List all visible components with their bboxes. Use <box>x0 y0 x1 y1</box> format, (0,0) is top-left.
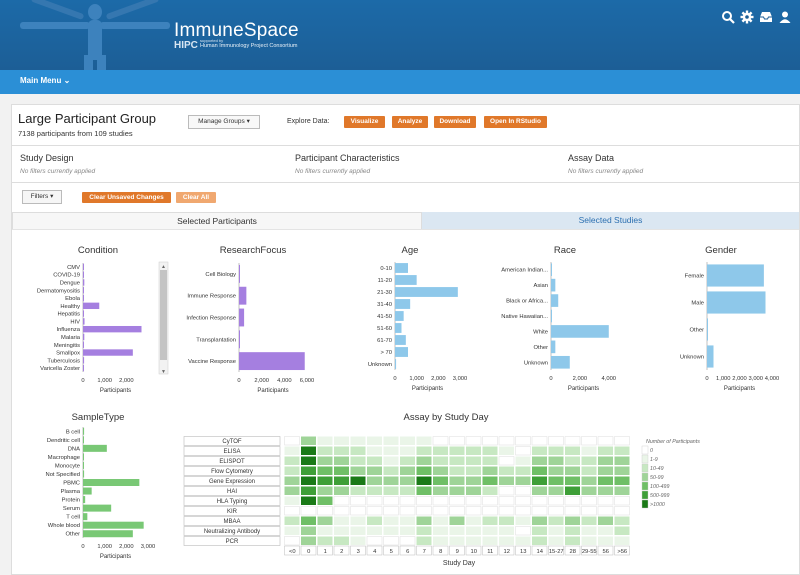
brand-title: ImmuneSpace <box>174 20 299 41</box>
participant-characteristics-status: No filters currently applied <box>295 168 371 175</box>
app-header: ImmuneSpace HIPC supported by Human Immu… <box>0 0 800 70</box>
caret-down-icon: ▾ <box>246 118 250 125</box>
clear-all-button[interactable]: Clear All <box>176 192 216 203</box>
manage-groups-label: Manage Groups <box>198 118 245 125</box>
caret-down-icon: ▾ <box>50 193 54 200</box>
main-menu-button[interactable]: Main Menu ⌄ <box>20 76 70 85</box>
group-count: 7138 participants from 109 studies <box>18 129 133 138</box>
user-icon[interactable] <box>778 10 792 24</box>
search-icon[interactable] <box>721 10 735 24</box>
filters-label: Filters <box>30 193 49 200</box>
tab-selected-studies[interactable]: Selected Studies <box>422 212 799 229</box>
inbox-icon[interactable] <box>759 10 773 24</box>
filters-button[interactable]: Filters ▾ <box>22 190 62 204</box>
clear-unsaved-changes-button[interactable]: Clear Unsaved Changes <box>82 192 171 203</box>
main-menu-label: Main Menu <box>20 76 62 85</box>
study-design-status: No filters currently applied <box>20 168 96 175</box>
visualize-button[interactable]: Visualize <box>344 116 385 128</box>
brand-supported-by: supported by <box>200 38 224 43</box>
brand-consortium: Human Immunology Project Consortium <box>200 43 298 49</box>
study-design-title: Study Design <box>20 153 74 163</box>
menu-bar: Main Menu ⌄ <box>0 70 800 94</box>
divider <box>12 145 799 146</box>
group-title: Large Participant Group <box>18 111 157 126</box>
download-button[interactable]: Download <box>434 116 476 128</box>
tab-selected-participants[interactable]: Selected Participants <box>12 212 422 229</box>
gear-icon[interactable] <box>740 10 754 24</box>
divider <box>12 229 799 230</box>
analyze-button[interactable]: Analyze <box>392 116 428 128</box>
explore-data-label: Explore Data: <box>287 118 330 125</box>
brand-hipc: HIPC <box>174 40 198 51</box>
assay-data-status: No filters currently applied <box>568 168 644 175</box>
participant-characteristics-title: Participant Characteristics <box>295 153 400 163</box>
open-in-rstudio-button[interactable]: Open In RStudio <box>484 116 547 128</box>
participant-group-panel: Large Participant Group 7138 participant… <box>11 104 800 575</box>
assay-data-title: Assay Data <box>568 153 615 163</box>
divider <box>12 182 799 183</box>
vitruvian-logo <box>20 0 170 70</box>
chevron-down-icon: ⌄ <box>63 76 71 85</box>
manage-groups-button[interactable]: Manage Groups ▾ <box>188 115 260 129</box>
